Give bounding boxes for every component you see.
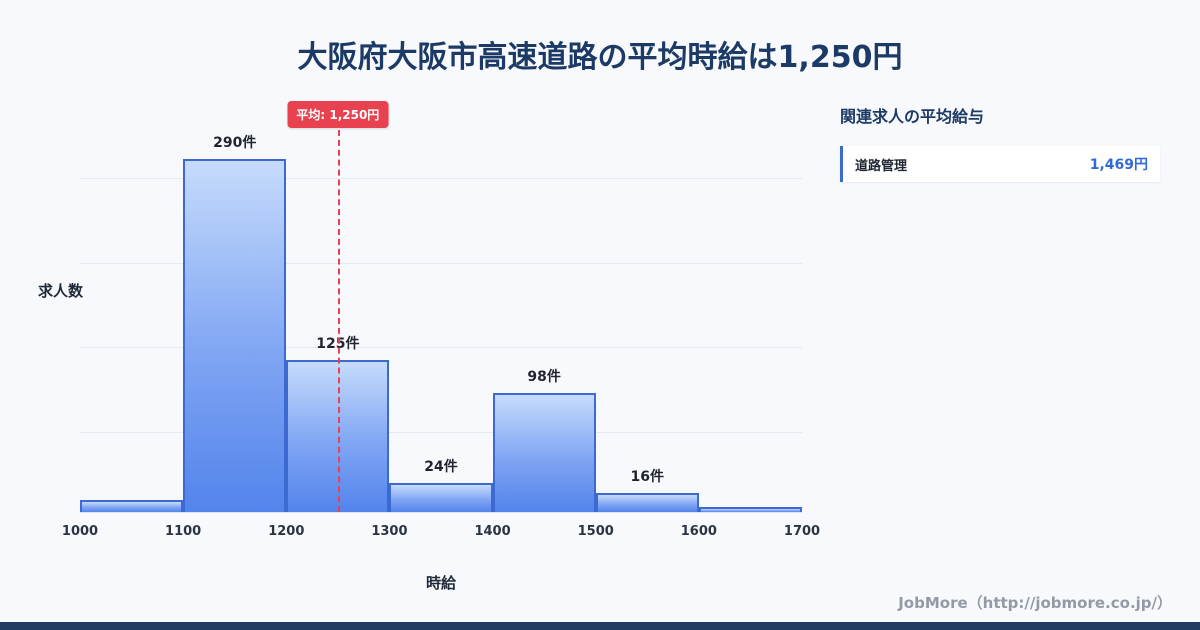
- histogram-column: 16件: [595, 98, 699, 512]
- x-tick-label: 1600: [680, 524, 717, 539]
- histogram-bar: [492, 392, 596, 512]
- bar-value-label: 16件: [630, 468, 665, 485]
- histogram-bar: [698, 507, 802, 512]
- histogram-column: [698, 98, 802, 512]
- bar-value-label: 290件: [213, 134, 257, 151]
- histogram-column: 98件: [492, 98, 596, 512]
- footer-credit: JobMore（http://jobmore.co.jp/）: [898, 594, 1172, 612]
- histogram-bar: [595, 492, 699, 512]
- bar-value-label: 98件: [527, 368, 561, 385]
- related-job-card: 道路管理 1,469円: [840, 146, 1160, 182]
- x-tick-label: 1000: [61, 524, 99, 539]
- x-tick-label: 1500: [577, 524, 614, 539]
- gridline: [80, 177, 802, 179]
- x-tick-label: 1200: [268, 524, 305, 539]
- related-job-label: 道路管理: [855, 158, 908, 174]
- bars-layer: 290件 125件 24件 98件 16件: [80, 98, 802, 512]
- y-axis-label: 求人数: [38, 282, 84, 300]
- page-title: 大阪府大阪市高速道路の平均時給は1,250円: [297, 40, 903, 75]
- histogram-bar: [183, 158, 287, 512]
- related-job-value: 1,469円: [1089, 157, 1148, 173]
- x-axis-label: 時給: [425, 574, 456, 592]
- average-badge: 平均: 1,250円: [287, 101, 389, 128]
- x-tick-label: 1700: [783, 524, 821, 539]
- plot-area: 290件 125件 24件 98件 16件 平均: 1,250円: [80, 98, 802, 513]
- histogram-column: 24件: [389, 98, 493, 512]
- x-tick-label: 1400: [474, 524, 511, 539]
- average-line: [337, 130, 340, 512]
- x-tick-label: 1100: [165, 524, 202, 539]
- bottom-strip: [0, 622, 1200, 630]
- histogram-bar: [389, 482, 493, 512]
- histogram-column: [80, 98, 184, 512]
- bar-value-label: 24件: [424, 458, 458, 475]
- x-tick-label: 1300: [371, 524, 408, 539]
- x-axis-ticks: 1000 1100 1200 1300 1400 1500 1600 1700: [62, 524, 820, 544]
- gridline: [80, 347, 802, 349]
- histogram-column: 290件: [183, 98, 287, 512]
- gridline: [80, 432, 802, 434]
- side-panel-heading: 関連求人の平均給与: [840, 107, 985, 126]
- gridline: [80, 262, 802, 264]
- histogram-bar: [80, 499, 184, 512]
